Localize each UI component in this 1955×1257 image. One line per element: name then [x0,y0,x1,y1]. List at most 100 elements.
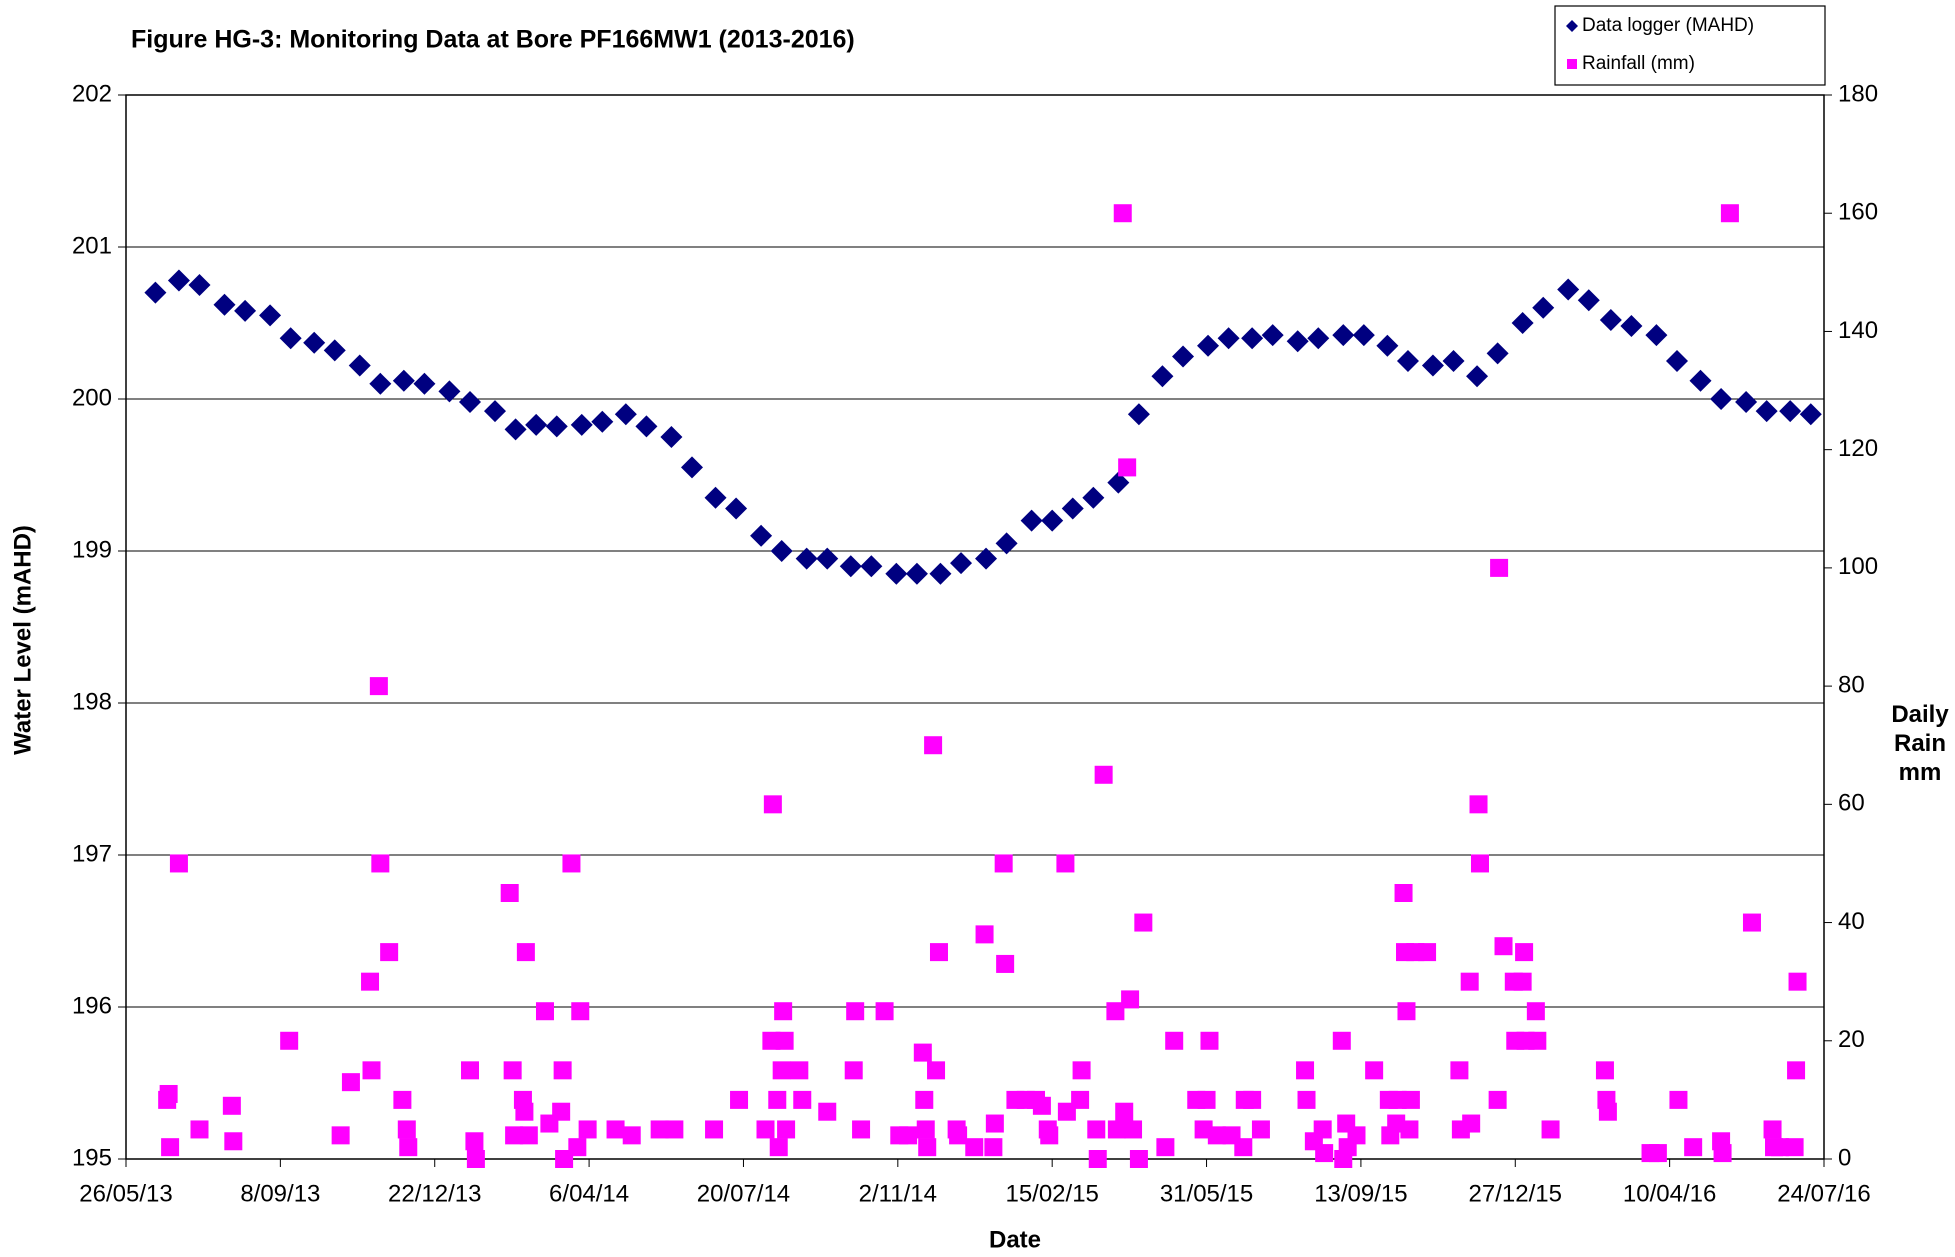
data-point [1165,1031,1184,1050]
data-point [1494,937,1513,956]
data-point [929,943,948,962]
data-point [380,943,399,962]
data-point [975,925,994,944]
data-point [1787,1061,1806,1080]
data-point [399,1138,418,1157]
data-point [994,854,1013,873]
data-point [984,1138,1003,1157]
data-point [1156,1138,1175,1157]
data-point [1397,1002,1416,1021]
x-tick-label: 10/04/16 [1623,1180,1716,1207]
data-point [1490,558,1509,577]
data-point [705,1120,724,1139]
data-point [1129,1150,1148,1168]
data-point [280,1031,299,1050]
data-point [413,372,436,395]
data-point [1217,327,1240,350]
data-point [1041,509,1064,532]
data-point [578,1120,597,1139]
data-point [929,562,952,585]
x-tick-label: 27/12/15 [1469,1180,1562,1207]
data-point [1541,1120,1560,1139]
data-point [234,299,257,322]
data-point [562,854,581,873]
data-point [774,1002,793,1021]
data-point [665,1120,684,1139]
x-tick-label: 20/07/14 [697,1180,790,1207]
data-point [704,486,727,509]
data-point [438,380,461,403]
data-point [1799,403,1822,426]
data-point [504,418,527,441]
data-point [369,372,392,395]
data-point [852,1120,871,1139]
data-point [1197,1090,1216,1109]
data-point [885,562,908,585]
data-point [568,1138,587,1157]
data-point [750,524,773,547]
data-point [1197,334,1220,357]
data-point [1645,324,1668,347]
data-point [1200,1031,1219,1050]
data-point [1365,1061,1384,1080]
data-point [213,293,236,316]
data-point [913,1043,932,1062]
data-point [1118,458,1137,477]
data-point [397,1120,416,1139]
data-point [730,1090,749,1109]
data-point [1532,296,1555,319]
y-tick-label: 195 [72,1144,112,1171]
data-point [622,1126,641,1145]
data-point [1094,765,1113,784]
data-point [1127,403,1150,426]
y-tick-label: 197 [72,840,112,867]
data-point [899,1126,918,1145]
data-point [1172,345,1195,368]
data-point [1347,1126,1366,1145]
data-point [1307,327,1330,350]
data-point [1207,1126,1226,1145]
y-tick-label: 199 [72,536,112,563]
data-point [1735,391,1758,414]
data-point [459,391,482,414]
data-point [1040,1126,1059,1145]
data-point [1470,854,1489,873]
data-point [1720,204,1739,223]
data-point [795,547,818,570]
data-point [777,1120,796,1139]
data-point [635,415,658,438]
x-tick-label: 26/05/13 [79,1180,172,1207]
x-tick-label: 31/05/15 [1160,1180,1253,1207]
data-point [259,304,282,327]
y2-tick-label: 100 [1838,553,1878,580]
data-point [1557,278,1580,301]
data-point [1486,342,1509,365]
data-point [1460,972,1479,991]
data-point [190,1120,209,1139]
data-point [466,1150,485,1168]
data-point [772,1061,791,1080]
data-point [1151,365,1174,388]
data-point [1115,1102,1134,1121]
data-point [222,1096,241,1115]
data-point [341,1073,360,1092]
data-point [1401,1090,1420,1109]
data-point [1394,884,1413,902]
data-point [500,884,519,902]
data-point [1598,1102,1617,1121]
data-point [793,1090,812,1109]
data-point [535,1002,554,1021]
legend-label: Rainfall (mm) [1582,53,1695,74]
x-axis-label: Date [989,1226,1041,1253]
data-point [348,354,371,377]
data-point [1071,1090,1090,1109]
data-point [1113,204,1132,223]
y2-tick-label: 40 [1838,908,1865,935]
data-point [392,369,415,392]
data-point [927,1061,946,1080]
data-point [484,400,507,423]
data-point [516,943,535,962]
data-point [505,1126,524,1145]
x-tick-label: 8/09/13 [240,1180,320,1207]
